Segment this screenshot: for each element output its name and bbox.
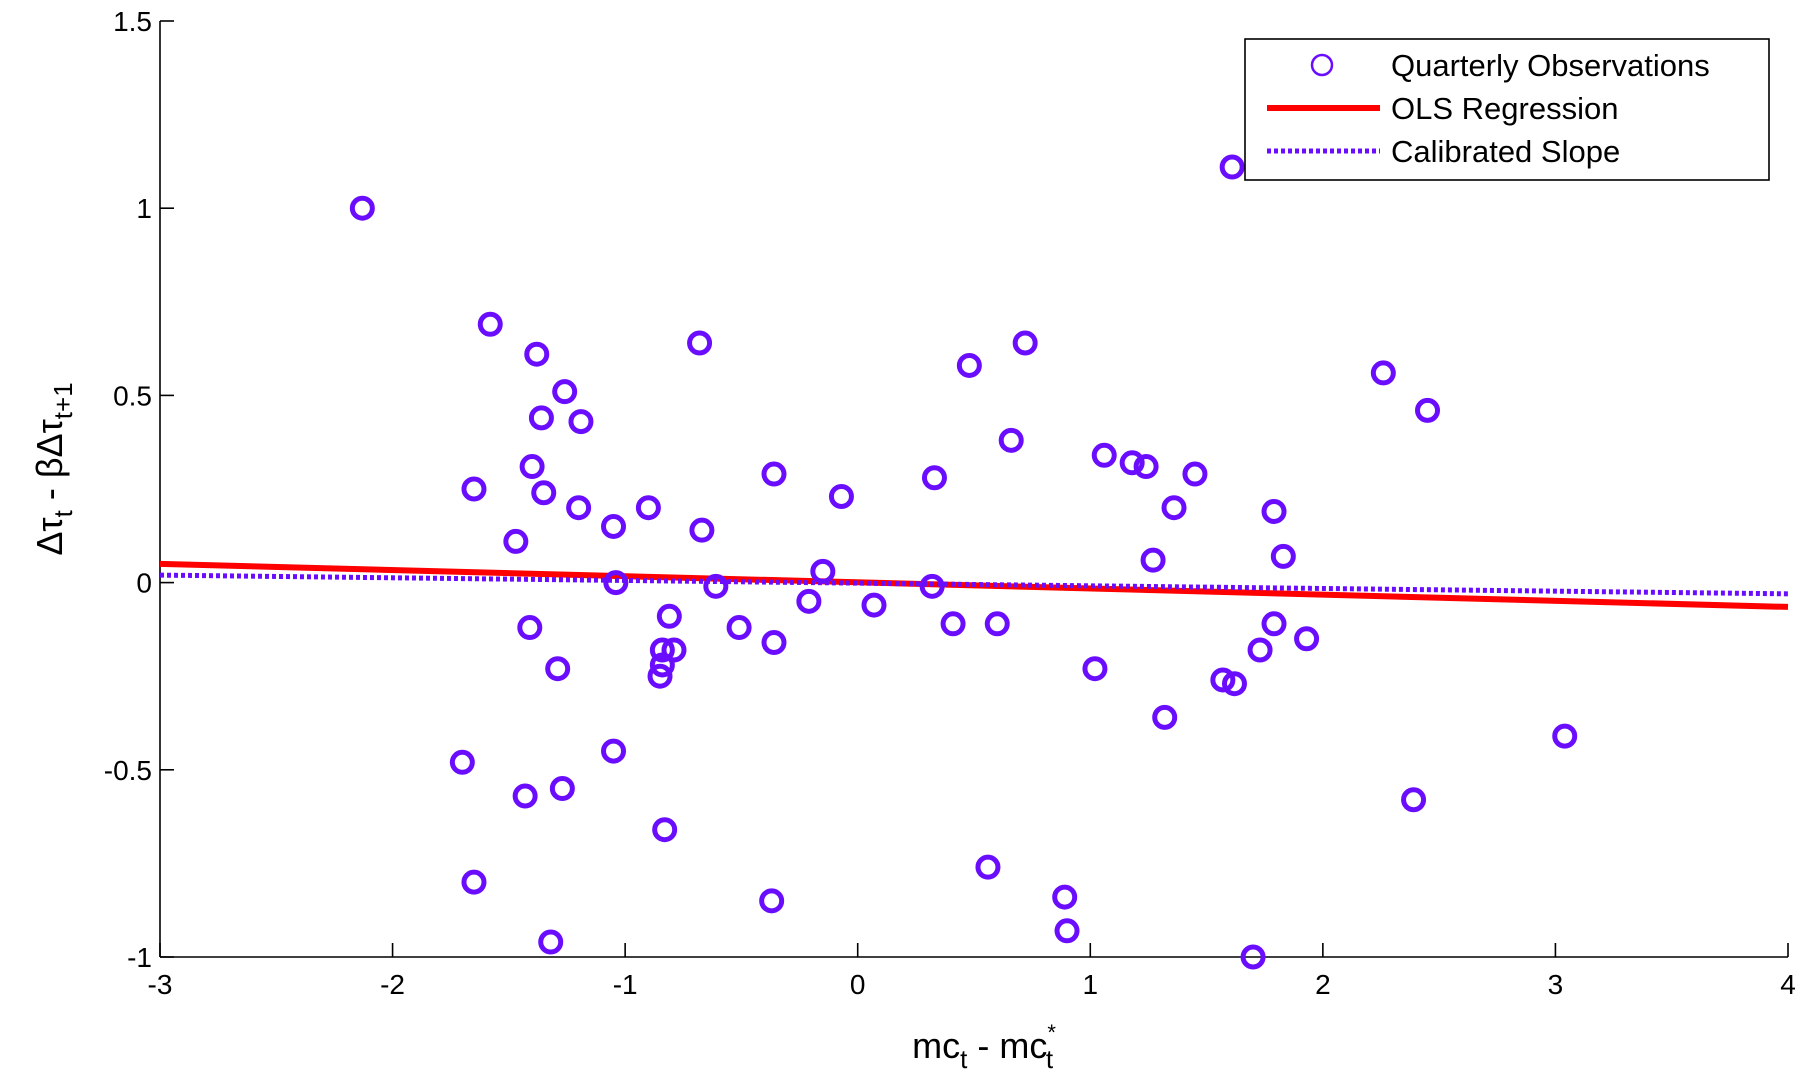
data-point [1240, 944, 1266, 970]
data-point [1161, 495, 1187, 521]
data-point [761, 461, 787, 487]
legend-marker-observations [1310, 53, 1334, 77]
data-point [519, 454, 545, 480]
y-tick-label: 1.5 [113, 6, 152, 37]
data-point [649, 652, 675, 678]
data-point [349, 195, 375, 221]
data-point [1210, 667, 1236, 693]
data-point [1247, 637, 1273, 663]
data-point [1294, 626, 1320, 652]
legend: Quarterly Observations OLS Regression Cali… [1244, 38, 1770, 181]
data-point [919, 573, 945, 599]
data-point [984, 611, 1010, 637]
data-point [603, 570, 629, 596]
data-point [477, 311, 503, 337]
y-ticks: -1 -0.5 0 0.5 1 1.5 [104, 6, 174, 973]
data-point [1082, 656, 1108, 682]
data-point [528, 405, 554, 431]
y-axis-label: Δτt - βΔτt+1 [29, 382, 78, 555]
data-point [1091, 442, 1117, 468]
data-point [687, 330, 713, 356]
legend-label: OLS Regression [1391, 91, 1618, 126]
data-point [1119, 450, 1145, 476]
data-point [1012, 330, 1038, 356]
legend-label: Quarterly Observations [1391, 48, 1710, 83]
data-point [1133, 454, 1159, 480]
legend-label: Calibrated Slope [1391, 134, 1620, 169]
data-point [1221, 671, 1247, 697]
calibrated-slope-line [159, 572, 1789, 597]
data-point [703, 573, 729, 599]
data-point [449, 749, 475, 775]
data-point [566, 495, 592, 521]
x-tick-label: -2 [380, 969, 405, 1000]
data-point [1140, 547, 1166, 573]
data-point [512, 783, 538, 809]
data-point [1054, 918, 1080, 944]
series-lines [159, 560, 1789, 610]
data-point [861, 592, 887, 618]
x-tick-label: -3 [148, 969, 173, 1000]
data-point [1261, 498, 1287, 524]
data-point [1182, 461, 1208, 487]
x-tick-label: 0 [850, 969, 866, 1000]
y-tick-label: -0.5 [104, 755, 152, 786]
y-tick-label: 0.5 [113, 380, 152, 411]
y-tick-label: -1 [127, 942, 152, 973]
data-point [524, 341, 550, 367]
data-point [1370, 360, 1396, 386]
data-point [601, 513, 627, 539]
data-point [635, 495, 661, 521]
x-axis-label: mct - mc* t [912, 1020, 1056, 1074]
data-point [601, 738, 627, 764]
data-point [649, 637, 675, 663]
data-point [940, 611, 966, 637]
axes: -3 -2 -1 0 1 2 3 4 -1 -0.5 0 0.5 1 1.5 [104, 6, 1796, 1000]
data-point [517, 615, 543, 641]
y-tick-label: 0 [136, 568, 152, 599]
data-point [568, 409, 594, 435]
data-point [503, 528, 529, 554]
data-point [759, 888, 785, 914]
x-tick-label: 2 [1315, 969, 1331, 1000]
data-point [652, 817, 678, 843]
x-tick-label: -1 [613, 969, 638, 1000]
x-tick-label: 1 [1082, 969, 1098, 1000]
data-point [810, 558, 836, 584]
data-point [761, 630, 787, 656]
data-point [461, 869, 487, 895]
data-point [538, 929, 564, 955]
legend-entries: Quarterly Observations OLS Regression Cali… [1267, 48, 1710, 169]
x-tick-label: 4 [1780, 969, 1796, 1000]
data-point [1152, 704, 1178, 730]
data-point [1552, 723, 1578, 749]
data-point [531, 480, 557, 506]
data-point [552, 379, 578, 405]
data-point [1261, 611, 1287, 637]
data-point [549, 776, 575, 802]
data-point [998, 427, 1024, 453]
data-point [647, 663, 673, 689]
data-point [461, 476, 487, 502]
data-point [661, 637, 687, 663]
data-point [1270, 543, 1296, 569]
data-point [1219, 154, 1245, 180]
data-point [656, 603, 682, 629]
data-point [796, 588, 822, 614]
x-tick-label: 3 [1548, 969, 1564, 1000]
data-point [975, 854, 1001, 880]
y-tick-label: 1 [136, 193, 152, 224]
data-point [689, 517, 715, 543]
data-point [921, 465, 947, 491]
data-point [956, 352, 982, 378]
data-point [1415, 397, 1441, 423]
data-point [726, 615, 752, 641]
data-point [1401, 787, 1427, 813]
data-point [545, 656, 571, 682]
data-point [828, 483, 854, 509]
x-ticks: -3 -2 -1 0 1 2 3 4 [148, 943, 1796, 1000]
data-point [1052, 884, 1078, 910]
series-points [349, 154, 1578, 970]
